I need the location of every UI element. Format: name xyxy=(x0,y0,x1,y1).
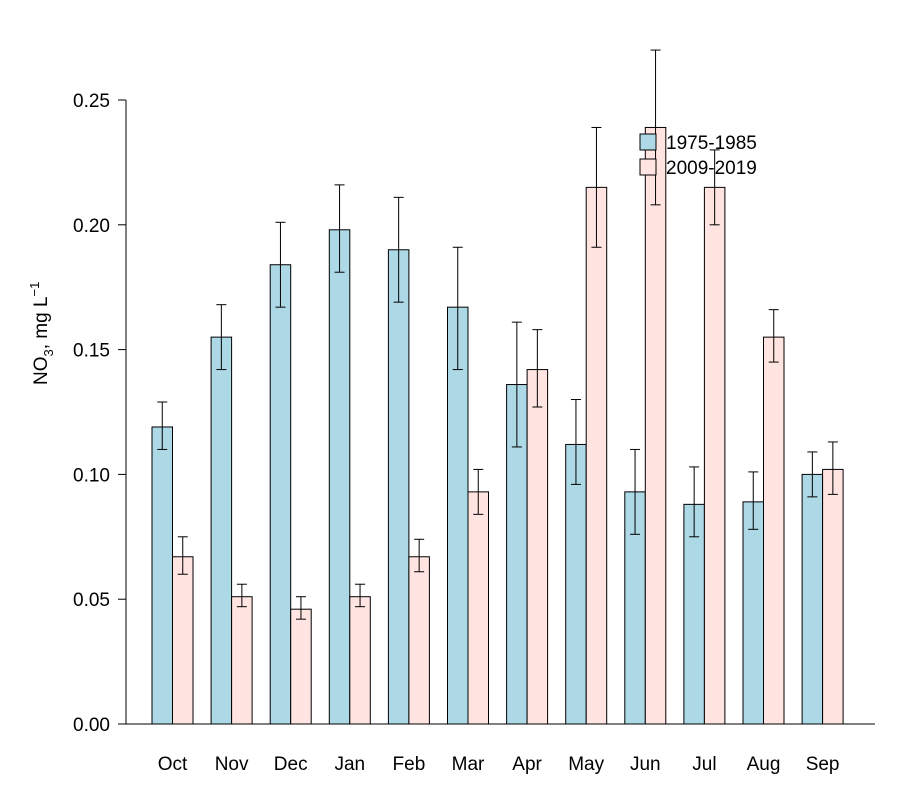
legend-item-1975-1985: 1975-1985 xyxy=(639,133,757,154)
error-bar-1975-1985-Feb xyxy=(393,196,404,303)
error-bar-1975-1985-Oct xyxy=(157,401,168,450)
bar-2009-2019-Nov xyxy=(231,596,253,725)
legend-item-2009-2019: 2009-2019 xyxy=(639,158,757,179)
error-bar-1975-1985-May xyxy=(570,399,581,485)
error-bar-2009-2019-Aug xyxy=(768,309,779,363)
y-tick-label: 0.20 xyxy=(73,216,110,237)
bar-2009-2019-May xyxy=(585,186,608,725)
error-bar-1975-1985-Mar xyxy=(452,246,463,371)
error-bar-2009-2019-Jul xyxy=(709,149,720,226)
bar-2009-2019-Oct xyxy=(172,556,194,725)
y-tick-label: 0.00 xyxy=(73,715,110,736)
bar-2009-2019-Jan xyxy=(349,596,371,725)
error-bar-1975-1985-Aug xyxy=(748,471,759,530)
error-bar-2009-2019-Jun xyxy=(650,49,661,206)
x-tick-label: Oct xyxy=(158,754,188,775)
bar-2009-2019-Dec xyxy=(290,608,312,725)
bar-2009-2019-Apr xyxy=(526,369,549,725)
bar-2009-2019-Mar xyxy=(467,491,489,725)
error-bar-1975-1985-Nov xyxy=(216,304,227,371)
bars xyxy=(151,126,844,725)
x-tick-label: May xyxy=(568,754,604,775)
error-bar-1975-1985-Dec xyxy=(275,221,286,308)
error-bar-2009-2019-May xyxy=(591,126,602,248)
y-axis-label-unit: , mg L xyxy=(31,296,52,349)
y-tick-label: 0.25 xyxy=(73,91,110,112)
x-tick-label: Dec xyxy=(274,754,308,775)
x-tick-label: Jul xyxy=(692,754,716,775)
bar-1975-1985-Sep xyxy=(801,473,824,725)
y-tick-label: 0.05 xyxy=(73,590,110,611)
error-bar-2009-2019-Sep xyxy=(827,441,838,495)
legend-swatch xyxy=(639,133,657,151)
bar-1975-1985-Oct xyxy=(151,426,173,725)
error-bar-2009-2019-Oct xyxy=(177,536,188,575)
error-bar-1975-1985-Jun xyxy=(630,448,641,535)
x-tick-label: Jan xyxy=(334,754,365,775)
bar-2009-2019-Sep xyxy=(822,468,844,725)
bar-2009-2019-Jul xyxy=(703,186,726,725)
y-axis-label-text: NO3, mg L−1 xyxy=(27,282,56,385)
error-bar-2009-2019-Jan xyxy=(355,583,366,608)
legend-label: 1975-1985 xyxy=(666,133,757,154)
error-bar-1975-1985-Sep xyxy=(807,451,818,498)
y-axis-label-main: NO xyxy=(31,357,52,386)
x-tick-label: Jun xyxy=(630,754,661,775)
x-tick-label: Mar xyxy=(452,754,485,775)
y-tick-label: 0.15 xyxy=(73,341,110,362)
error-bar-2009-2019-Dec xyxy=(295,596,306,620)
error-bar-1975-1985-Apr xyxy=(511,321,522,448)
y-axis-label-subscript: 3 xyxy=(41,349,56,356)
y-tick-label: 0.10 xyxy=(73,465,110,486)
error-bar-1975-1985-Jul xyxy=(689,466,700,538)
bar-1975-1985-Feb xyxy=(387,249,410,725)
y-axis-label-superscript: −1 xyxy=(27,282,42,297)
x-tick-label: Apr xyxy=(512,754,542,775)
error-bar-2009-2019-Mar xyxy=(473,468,484,515)
error-bar-1975-1985-Jan xyxy=(334,184,345,273)
legend: 1975-1985 2009-2019 xyxy=(639,133,757,179)
bar-2009-2019-Feb xyxy=(408,556,430,725)
error-bar-2009-2019-Apr xyxy=(532,329,543,408)
bar-1975-1985-Jan xyxy=(328,229,351,725)
x-tick-label: Feb xyxy=(393,754,426,775)
bar-1975-1985-May xyxy=(565,443,587,725)
bar-2009-2019-Aug xyxy=(763,336,785,725)
bar-1975-1985-Nov xyxy=(210,336,233,725)
x-tick-label: Nov xyxy=(215,754,249,775)
x-tick-label: Sep xyxy=(806,754,840,775)
error-bar-2009-2019-Feb xyxy=(414,538,425,573)
bar-1975-1985-Aug xyxy=(742,501,764,725)
y-axis-label: NO3, mg L−1 xyxy=(27,282,56,385)
x-tick-label: Aug xyxy=(747,754,781,775)
x-tick-labels: Oct Nov Dec Jan Feb Mar Apr May Jun Jul Aug Sep xyxy=(158,754,840,775)
bar-1975-1985-Dec xyxy=(269,264,292,725)
bar-2009-2019-Jun xyxy=(644,126,667,725)
legend-swatch xyxy=(639,158,657,176)
error-bar-2009-2019-Nov xyxy=(236,583,247,608)
error-bars xyxy=(157,49,838,620)
legend-label: 2009-2019 xyxy=(666,158,757,179)
